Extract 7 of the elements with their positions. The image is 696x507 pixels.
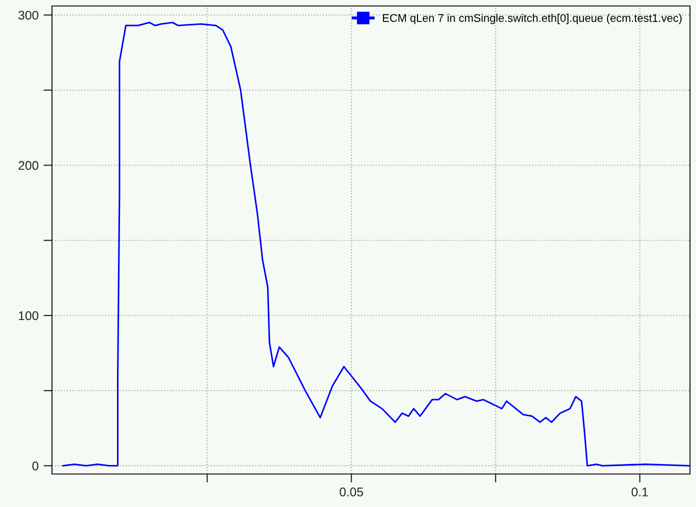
legend-label: ECM qLen 7 in cmSingle.switch.eth[0].queue (ecm.test1.vec) bbox=[383, 14, 682, 24]
x-tick-label: 0.05 bbox=[340, 488, 364, 496]
y-tick-label: 200 bbox=[18, 161, 38, 170]
x-tick-label: 0.1 bbox=[632, 488, 648, 496]
y-tick-label: 100 bbox=[18, 311, 38, 320]
y-tick-label: 0 bbox=[32, 462, 38, 470]
y-tick-label: 300 bbox=[18, 10, 38, 20]
